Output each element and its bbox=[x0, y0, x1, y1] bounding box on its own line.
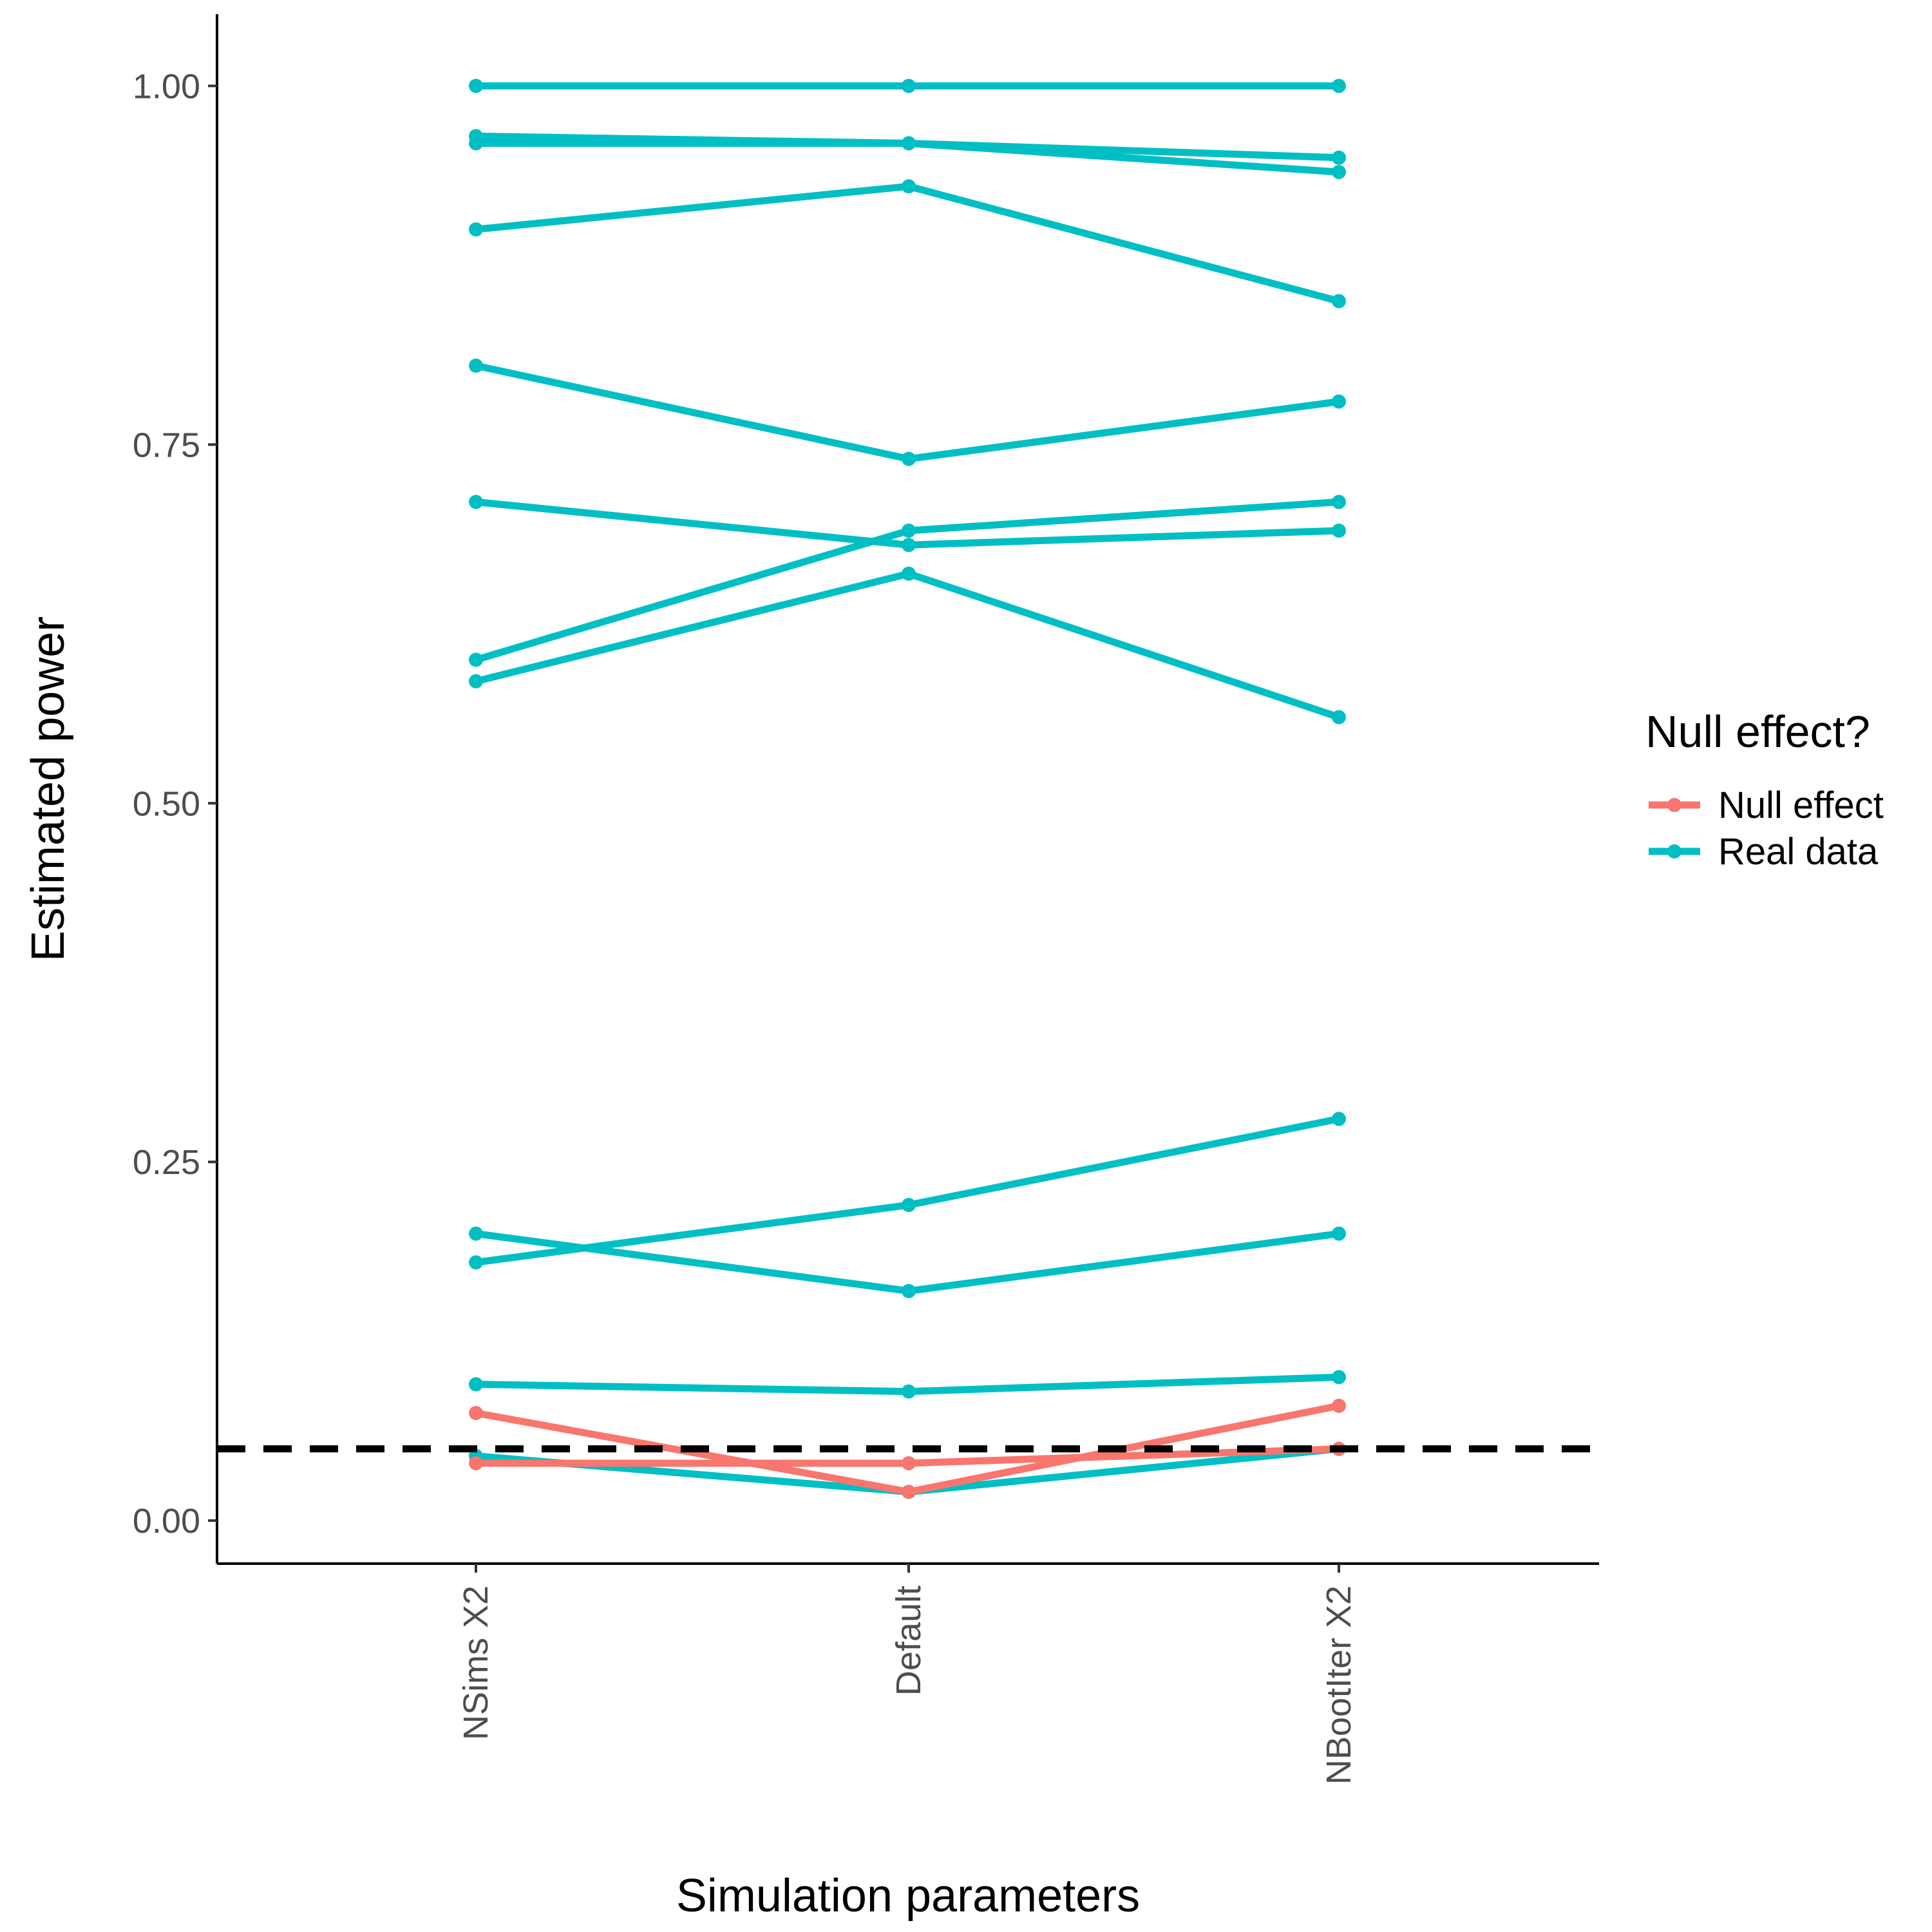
data-point bbox=[902, 566, 916, 581]
data-point bbox=[1332, 1112, 1346, 1126]
data-point bbox=[469, 136, 483, 151]
y-tick-label: 0.75 bbox=[133, 426, 200, 464]
data-point bbox=[469, 79, 483, 93]
data-point bbox=[1332, 1226, 1346, 1241]
data-point bbox=[469, 222, 483, 237]
legend-title: Null effect? bbox=[1645, 706, 1870, 757]
data-point bbox=[902, 79, 916, 93]
data-point bbox=[469, 1456, 483, 1471]
data-point bbox=[902, 136, 916, 151]
data-point bbox=[902, 538, 916, 553]
data-point bbox=[902, 451, 916, 466]
legend: Null effect? Null effect Real data bbox=[1645, 706, 1884, 873]
series-1 bbox=[469, 79, 1346, 93]
series-5 bbox=[469, 358, 1346, 466]
data-point bbox=[469, 495, 483, 509]
data-point bbox=[1332, 150, 1346, 165]
data-point bbox=[1332, 1398, 1346, 1413]
data-point bbox=[1332, 524, 1346, 538]
data-point bbox=[902, 1456, 916, 1471]
x-axis-title: Simulation parameters bbox=[676, 1870, 1140, 1922]
series-4 bbox=[469, 179, 1346, 308]
data-point bbox=[902, 1198, 916, 1213]
series-13 bbox=[469, 1398, 1346, 1499]
x-tick-label: NBootIter X2 bbox=[1320, 1586, 1358, 1785]
legend-label: Real data bbox=[1718, 831, 1879, 873]
data-point bbox=[902, 1384, 916, 1399]
axes-layer bbox=[216, 14, 1599, 1565]
data-point bbox=[1332, 1370, 1346, 1385]
series-6 bbox=[469, 495, 1346, 553]
series-11 bbox=[469, 1370, 1346, 1399]
legend-key-point bbox=[1667, 844, 1681, 858]
data-point bbox=[1332, 165, 1346, 180]
data-point bbox=[1332, 79, 1346, 93]
legend-key-point bbox=[1667, 798, 1681, 812]
series-line bbox=[475, 182, 1340, 305]
y-axis-title: Estimated power bbox=[23, 616, 74, 961]
data-point bbox=[469, 1406, 483, 1421]
data-point bbox=[902, 524, 916, 538]
data-point bbox=[902, 1484, 916, 1499]
y-tick-label: 0.50 bbox=[133, 784, 200, 823]
x-tick-label: Default bbox=[889, 1586, 928, 1696]
data-point bbox=[1332, 394, 1346, 409]
data-point bbox=[902, 1283, 916, 1298]
data-point bbox=[902, 179, 916, 194]
tick-layer: 0.00 0.25 0.50 0.75 1.00 NSims X2 Default NBoot… bbox=[133, 67, 1358, 1785]
series-9 bbox=[469, 1112, 1346, 1270]
legend-entry: Real data bbox=[1649, 831, 1879, 873]
legend-label: Null effect bbox=[1718, 784, 1884, 826]
x-tick-label: NSims X2 bbox=[457, 1586, 495, 1740]
series-line bbox=[475, 362, 1340, 463]
data-point bbox=[469, 1255, 483, 1270]
data-point bbox=[469, 652, 483, 667]
y-tick-label: 0.25 bbox=[133, 1143, 200, 1182]
data-point bbox=[1332, 710, 1346, 724]
y-tick-label: 0.00 bbox=[133, 1502, 200, 1540]
series-7 bbox=[469, 495, 1346, 667]
data-point bbox=[469, 674, 483, 688]
series-3 bbox=[469, 136, 1346, 180]
series-8 bbox=[469, 566, 1346, 724]
legend-entry: Null effect bbox=[1649, 784, 1884, 826]
series-10 bbox=[469, 1226, 1346, 1298]
y-tick-label: 1.00 bbox=[133, 67, 200, 106]
series-line bbox=[475, 1115, 1340, 1266]
data-point bbox=[469, 1226, 483, 1241]
series-layer bbox=[469, 79, 1346, 1499]
series-line bbox=[475, 570, 1340, 721]
data-point bbox=[1332, 495, 1346, 509]
data-point bbox=[1332, 294, 1346, 308]
data-point bbox=[469, 358, 483, 373]
data-point bbox=[469, 1377, 483, 1392]
